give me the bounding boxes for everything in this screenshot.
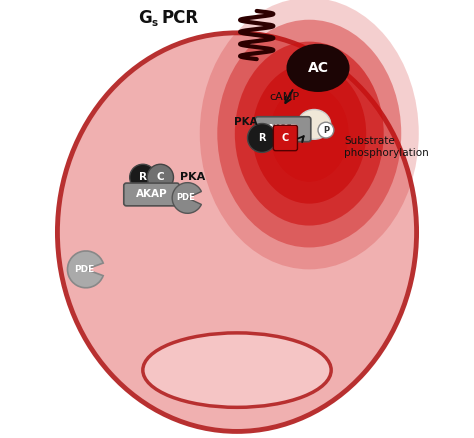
Text: C: C — [156, 173, 164, 182]
Ellipse shape — [57, 33, 417, 431]
Text: AKAP: AKAP — [136, 190, 167, 199]
FancyBboxPatch shape — [255, 117, 311, 142]
Text: PKA: PKA — [180, 173, 205, 182]
Ellipse shape — [252, 64, 366, 204]
Wedge shape — [67, 251, 103, 288]
Ellipse shape — [286, 44, 349, 92]
Text: PCR: PCR — [162, 9, 199, 28]
Ellipse shape — [318, 122, 334, 138]
Ellipse shape — [247, 124, 276, 152]
Text: PDE: PDE — [176, 194, 195, 202]
Ellipse shape — [235, 42, 384, 226]
Ellipse shape — [147, 164, 173, 191]
FancyBboxPatch shape — [124, 183, 179, 206]
Ellipse shape — [143, 333, 331, 407]
Text: P: P — [323, 126, 329, 134]
Text: G: G — [138, 9, 152, 28]
Text: R: R — [258, 133, 266, 143]
Ellipse shape — [217, 20, 401, 247]
FancyBboxPatch shape — [273, 125, 298, 151]
Text: C: C — [282, 133, 289, 143]
Text: PDE: PDE — [74, 265, 95, 274]
Ellipse shape — [270, 85, 349, 182]
Text: R: R — [139, 173, 147, 182]
Ellipse shape — [298, 110, 331, 139]
Text: s: s — [152, 18, 158, 28]
Text: PKA: PKA — [234, 117, 257, 127]
Text: Substrate
phosphorylation: Substrate phosphorylation — [344, 136, 429, 158]
Wedge shape — [172, 183, 201, 213]
Text: AC: AC — [308, 61, 328, 75]
Text: AKAP: AKAP — [267, 124, 299, 134]
Ellipse shape — [200, 0, 419, 269]
Text: cAMP: cAMP — [270, 92, 300, 102]
Ellipse shape — [130, 164, 156, 191]
